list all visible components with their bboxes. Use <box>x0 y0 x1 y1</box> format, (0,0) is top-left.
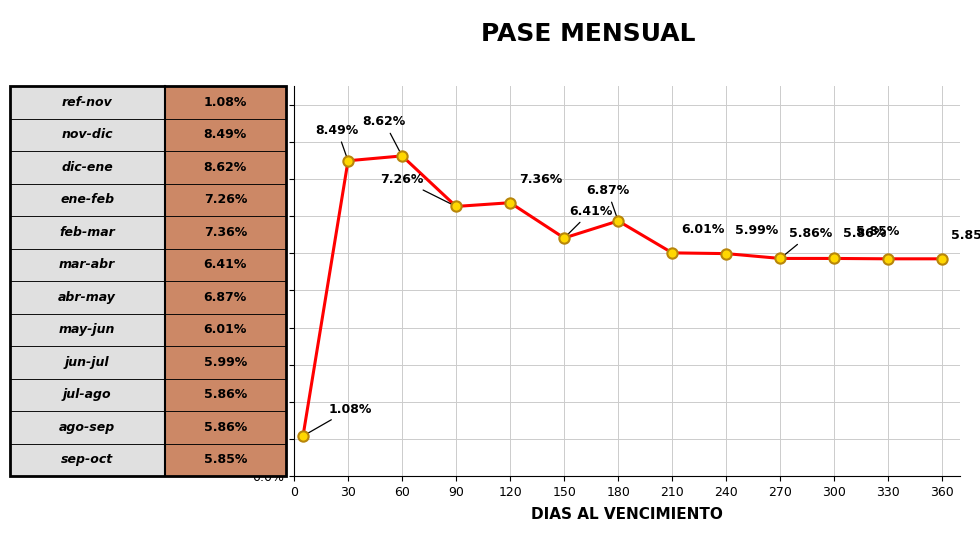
Text: 6.87%: 6.87% <box>586 184 629 218</box>
Bar <box>10 249 165 281</box>
Bar <box>165 346 286 379</box>
Text: dic-ene: dic-ene <box>62 161 113 174</box>
Bar <box>10 281 165 314</box>
Point <box>718 249 734 258</box>
Text: 6.41%: 6.41% <box>204 258 247 271</box>
Point <box>772 254 788 263</box>
Text: abr-may: abr-may <box>58 291 116 304</box>
Point <box>340 157 356 165</box>
Point <box>611 217 626 225</box>
Text: 6.01%: 6.01% <box>681 223 724 236</box>
Text: 5.86%: 5.86% <box>782 227 833 257</box>
Point <box>935 254 951 263</box>
Text: feb-mar: feb-mar <box>60 226 115 239</box>
Text: ene-feb: ene-feb <box>60 193 115 207</box>
Bar <box>165 118 286 151</box>
Bar <box>10 411 165 444</box>
Text: 7.36%: 7.36% <box>519 173 563 186</box>
Point <box>826 254 842 263</box>
Text: jun-jul: jun-jul <box>65 356 110 369</box>
Text: 5.85%: 5.85% <box>204 454 247 466</box>
Text: nov-dic: nov-dic <box>62 129 113 141</box>
Bar <box>10 151 165 183</box>
Text: 6.41%: 6.41% <box>566 204 612 236</box>
Bar <box>165 86 286 118</box>
Text: 7.26%: 7.26% <box>380 173 454 205</box>
Text: 5.86%: 5.86% <box>844 227 887 240</box>
Point <box>880 254 896 263</box>
Bar <box>165 411 286 444</box>
Text: 5.99%: 5.99% <box>735 224 778 237</box>
Bar <box>165 314 286 346</box>
Point <box>394 152 410 160</box>
Point <box>664 249 680 257</box>
Bar <box>165 281 286 314</box>
Text: 1.08%: 1.08% <box>306 402 371 435</box>
Text: jul-ago: jul-ago <box>63 388 112 401</box>
Bar <box>10 444 165 476</box>
Text: 5.99%: 5.99% <box>204 356 247 369</box>
Bar <box>165 379 286 411</box>
Point <box>295 431 311 440</box>
Bar <box>165 444 286 476</box>
Bar <box>10 216 165 249</box>
Text: 5.86%: 5.86% <box>204 388 247 401</box>
Text: 6.87%: 6.87% <box>204 291 247 304</box>
Bar <box>10 118 165 151</box>
Text: 5.86%: 5.86% <box>204 421 247 434</box>
Bar <box>165 151 286 183</box>
Bar <box>165 249 286 281</box>
Text: 8.62%: 8.62% <box>363 115 406 153</box>
Bar <box>10 379 165 411</box>
Text: ago-sep: ago-sep <box>59 421 116 434</box>
X-axis label: DIAS AL VENCIMIENTO: DIAS AL VENCIMIENTO <box>531 507 723 522</box>
Text: sep-oct: sep-oct <box>61 454 114 466</box>
Text: ref-nov: ref-nov <box>62 96 113 109</box>
Bar <box>165 183 286 216</box>
Bar <box>10 314 165 346</box>
Point <box>503 199 518 207</box>
Bar <box>165 216 286 249</box>
Text: PASE MENSUAL: PASE MENSUAL <box>481 22 695 46</box>
Bar <box>10 346 165 379</box>
Text: 7.26%: 7.26% <box>204 193 247 207</box>
Bar <box>10 86 165 118</box>
Text: 8.62%: 8.62% <box>204 161 247 174</box>
Text: 6.01%: 6.01% <box>204 323 247 336</box>
Text: mar-abr: mar-abr <box>59 258 116 271</box>
Text: 7.36%: 7.36% <box>204 226 247 239</box>
Text: 1.08%: 1.08% <box>204 96 247 109</box>
Text: 8.49%: 8.49% <box>204 129 247 141</box>
Text: 5.85%: 5.85% <box>856 225 900 238</box>
Text: 8.49%: 8.49% <box>316 124 359 158</box>
Text: 5.85%: 5.85% <box>952 229 980 242</box>
Point <box>557 233 572 242</box>
Bar <box>10 183 165 216</box>
Point <box>448 202 464 211</box>
Text: may-jun: may-jun <box>59 323 116 336</box>
